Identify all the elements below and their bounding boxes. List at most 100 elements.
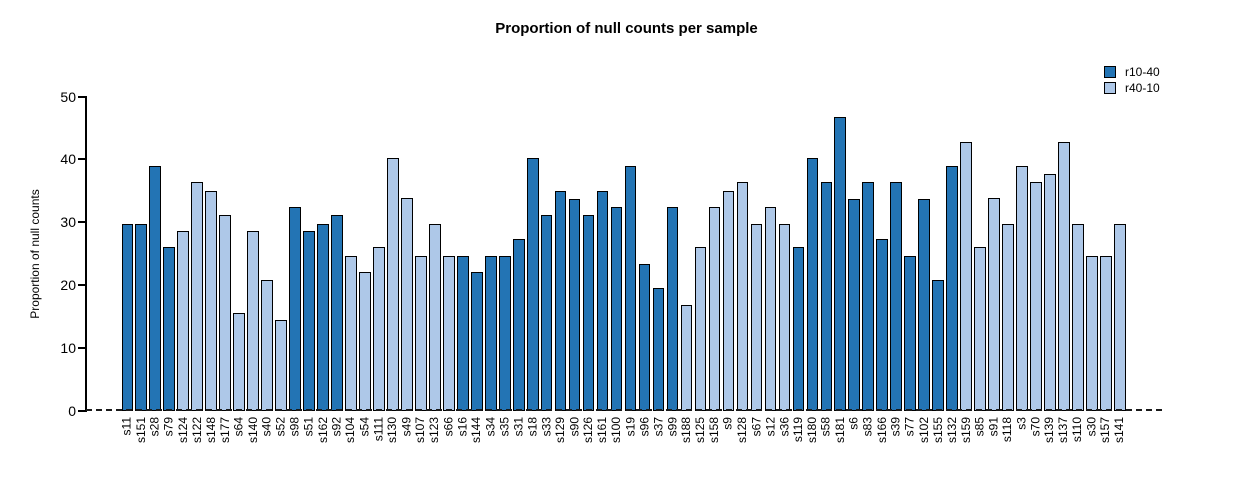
- x-tick-label: s158: [706, 417, 721, 444]
- bar-s118: [1002, 223, 1014, 411]
- x-tick-label: s77: [902, 417, 917, 437]
- bar-s96: [638, 263, 651, 411]
- x-tick-label: s70: [1028, 417, 1043, 437]
- bar-s125: [694, 247, 707, 411]
- x-tick-label: s40: [259, 417, 274, 437]
- bar-s92: [331, 214, 343, 411]
- x-tick-label: s139: [1042, 417, 1057, 444]
- x-tick-label: s16: [455, 417, 470, 437]
- bar-s159: [960, 141, 972, 411]
- x-tick-label: s111: [371, 417, 386, 442]
- x-tick-label: s83: [860, 417, 875, 437]
- x-tick-label: s11: [119, 417, 134, 436]
- bar-s11: [121, 223, 134, 411]
- y-tick-mark: [78, 284, 86, 287]
- x-tick-label: s34: [483, 417, 498, 437]
- x-tick-label: s3: [1014, 417, 1029, 430]
- bar-s104: [345, 256, 357, 411]
- x-tick-label: s64: [231, 417, 246, 437]
- bar-s52: [275, 320, 287, 411]
- bar-s122: [191, 182, 203, 411]
- x-tick-label: s157: [1098, 417, 1113, 444]
- x-tick-label: s90: [567, 417, 582, 437]
- bar-s49: [401, 198, 413, 411]
- x-tick-label: s129: [553, 417, 568, 444]
- y-tick-label: 50: [60, 88, 76, 105]
- bar-s85: [974, 247, 986, 411]
- bar-s6: [848, 199, 861, 411]
- bar-s79: [163, 247, 176, 411]
- x-tick-label: s35: [497, 417, 512, 437]
- bar-s9: [722, 190, 735, 411]
- x-tick-label: s177: [217, 417, 232, 444]
- x-tick-label: s141: [1112, 417, 1127, 444]
- x-tick-label: s37: [651, 417, 666, 437]
- bar-s67: [750, 223, 763, 411]
- x-tick-label: s110: [1070, 417, 1085, 443]
- bar-s98: [289, 207, 301, 411]
- x-tick-label: s36: [776, 417, 791, 437]
- bar-s148: [205, 190, 217, 411]
- bar-s77: [904, 256, 916, 411]
- bar-s141: [1114, 223, 1126, 411]
- bar-s3: [1016, 166, 1028, 411]
- x-tick-label: s151: [133, 417, 148, 444]
- bar-s139: [1044, 174, 1056, 411]
- x-tick-label: s188: [679, 417, 693, 444]
- legend-label: r40-10: [1125, 81, 1160, 95]
- bar-s66: [443, 256, 455, 411]
- x-tick-label: s180: [804, 417, 819, 444]
- x-tick-label: s161: [595, 417, 610, 444]
- x-tick-label: s51: [301, 417, 316, 437]
- bar-s129: [554, 190, 567, 411]
- y-tick-label: 20: [60, 277, 76, 294]
- x-tick-label: s30: [1084, 417, 1099, 437]
- y-tick-label: 10: [60, 340, 76, 357]
- x-tick-label: s33: [539, 417, 554, 437]
- x-tick-label: s98: [287, 417, 302, 437]
- bar-s30: [1086, 256, 1098, 411]
- bar-s18: [526, 158, 539, 411]
- x-tick-label: s54: [357, 417, 372, 437]
- legend-swatch-icon: [1104, 66, 1116, 78]
- bar-s90: [568, 199, 581, 411]
- bar-s19: [624, 166, 637, 411]
- bar-s111: [373, 247, 385, 411]
- y-tick-mark: [78, 221, 86, 224]
- bar-s34: [484, 256, 497, 411]
- x-tick-label: s58: [818, 417, 833, 437]
- y-tick-label: 40: [60, 151, 76, 168]
- x-tick-label: s148: [203, 417, 218, 444]
- bar-s51: [303, 231, 315, 411]
- bar-s162: [317, 223, 329, 411]
- bar-s39: [890, 182, 902, 411]
- bar-s31: [512, 239, 525, 411]
- bar-s180: [806, 158, 819, 411]
- legend: r10-40 r40-10: [1104, 64, 1160, 96]
- x-tick-label: s9: [720, 417, 735, 430]
- x-tick-label: s31: [511, 417, 526, 437]
- x-tick-label: s19: [623, 417, 638, 437]
- bar-s119: [792, 247, 805, 411]
- legend-label: r10-40: [1125, 65, 1160, 79]
- x-tick-label: s119: [790, 417, 805, 443]
- x-tick-label: s126: [581, 417, 596, 444]
- bar-s54: [359, 271, 371, 411]
- bar-s155: [932, 279, 944, 411]
- bar-s126: [582, 214, 595, 411]
- x-tick-label: s67: [748, 417, 763, 437]
- bar-s181: [834, 116, 847, 411]
- x-tick-label: s12: [762, 417, 777, 437]
- x-tick-label: s162: [315, 417, 330, 444]
- bar-s36: [778, 223, 791, 411]
- x-tick-label: s91: [986, 417, 1001, 437]
- legend-item-r40-10: r40-10: [1104, 80, 1160, 96]
- bar-s37: [652, 287, 665, 411]
- y-tick-mark: [78, 347, 86, 350]
- x-tick-label: s125: [692, 417, 707, 444]
- x-tick-label: s166: [874, 417, 889, 444]
- bar-s177: [219, 214, 231, 411]
- bar-s124: [177, 231, 189, 411]
- x-tick-label: s85: [972, 417, 987, 437]
